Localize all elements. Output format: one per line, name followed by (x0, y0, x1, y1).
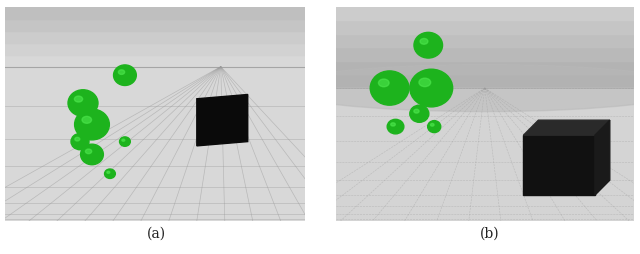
Ellipse shape (68, 90, 98, 117)
Ellipse shape (414, 110, 419, 114)
Ellipse shape (120, 137, 131, 147)
Bar (524, 136, 595, 195)
Bar (5, 20, 305, 31)
Bar (5, 67, 305, 221)
Polygon shape (524, 121, 610, 136)
Bar (336, 35, 634, 48)
Ellipse shape (82, 117, 92, 124)
Text: (a): (a) (147, 226, 166, 240)
Text: (b): (b) (480, 226, 499, 240)
Bar (336, 75, 634, 89)
Ellipse shape (71, 134, 89, 150)
Ellipse shape (113, 66, 136, 86)
Bar (5, 55, 305, 67)
Ellipse shape (107, 171, 110, 174)
Ellipse shape (419, 79, 431, 87)
Ellipse shape (81, 145, 104, 165)
Ellipse shape (104, 169, 115, 179)
Polygon shape (197, 95, 248, 146)
Bar (5, 31, 305, 43)
Bar (336, 48, 634, 62)
Ellipse shape (122, 139, 125, 142)
Ellipse shape (370, 72, 409, 106)
Ellipse shape (420, 39, 428, 45)
Bar (5, 8, 305, 67)
Ellipse shape (410, 70, 452, 107)
Ellipse shape (410, 106, 429, 123)
Ellipse shape (387, 120, 404, 134)
Bar (336, 62, 634, 75)
Ellipse shape (74, 97, 83, 103)
Ellipse shape (118, 71, 125, 75)
Ellipse shape (378, 80, 389, 87)
Bar (5, 8, 305, 20)
Ellipse shape (391, 123, 396, 126)
Ellipse shape (85, 149, 92, 154)
Ellipse shape (75, 110, 109, 140)
Polygon shape (595, 121, 610, 195)
Ellipse shape (428, 121, 441, 133)
Ellipse shape (431, 124, 434, 127)
Ellipse shape (276, 65, 640, 112)
Bar (336, 21, 634, 35)
Bar (336, 8, 634, 21)
Ellipse shape (414, 33, 442, 59)
Bar (336, 89, 634, 221)
Ellipse shape (75, 138, 80, 141)
Bar (5, 43, 305, 55)
